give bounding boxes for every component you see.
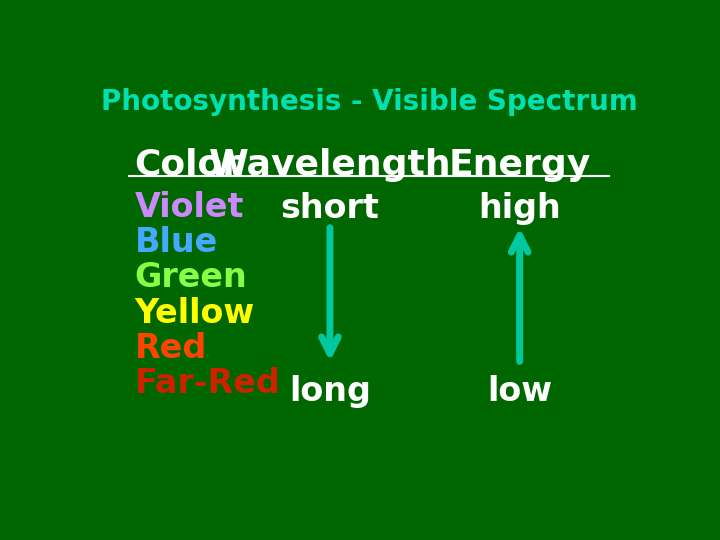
Text: Far-Red: Far-Red [135, 367, 280, 400]
Text: Red: Red [135, 332, 207, 365]
Text: Color: Color [135, 147, 240, 181]
Text: Green: Green [135, 261, 248, 294]
Text: low: low [487, 375, 552, 408]
Text: high: high [478, 192, 561, 225]
Text: Wavelength: Wavelength [209, 147, 451, 181]
Text: Violet: Violet [135, 191, 244, 224]
Text: short: short [281, 192, 379, 225]
Text: Yellow: Yellow [135, 296, 255, 329]
Text: Photosynthesis - Visible Spectrum: Photosynthesis - Visible Spectrum [101, 88, 637, 116]
Text: long: long [289, 375, 371, 408]
Text: Blue: Blue [135, 226, 218, 259]
Text: Energy: Energy [449, 147, 591, 181]
